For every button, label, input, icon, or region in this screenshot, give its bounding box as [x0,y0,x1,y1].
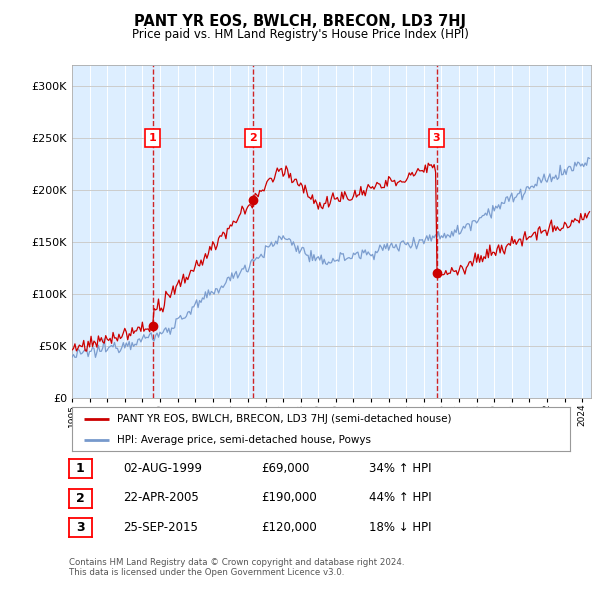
Text: Contains HM Land Registry data © Crown copyright and database right 2024.
This d: Contains HM Land Registry data © Crown c… [69,558,404,577]
Text: PANT YR EOS, BWLCH, BRECON, LD3 7HJ (semi-detached house): PANT YR EOS, BWLCH, BRECON, LD3 7HJ (sem… [117,415,451,424]
Text: 25-SEP-2015: 25-SEP-2015 [123,521,198,534]
Text: 3: 3 [76,521,85,535]
Text: 22-APR-2005: 22-APR-2005 [123,491,199,504]
Text: 3: 3 [433,133,440,143]
Text: 34% ↑ HPI: 34% ↑ HPI [369,462,431,475]
Text: 1: 1 [76,462,85,476]
Text: 2: 2 [76,491,85,505]
Text: £190,000: £190,000 [261,491,317,504]
Text: HPI: Average price, semi-detached house, Powys: HPI: Average price, semi-detached house,… [117,435,371,445]
Text: £69,000: £69,000 [261,462,310,475]
Text: 2: 2 [250,133,257,143]
Text: 18% ↓ HPI: 18% ↓ HPI [369,521,431,534]
Text: Price paid vs. HM Land Registry's House Price Index (HPI): Price paid vs. HM Land Registry's House … [131,28,469,41]
Text: 02-AUG-1999: 02-AUG-1999 [123,462,202,475]
Text: £120,000: £120,000 [261,521,317,534]
Text: 44% ↑ HPI: 44% ↑ HPI [369,491,431,504]
Text: PANT YR EOS, BWLCH, BRECON, LD3 7HJ: PANT YR EOS, BWLCH, BRECON, LD3 7HJ [134,14,466,30]
Text: 1: 1 [149,133,157,143]
